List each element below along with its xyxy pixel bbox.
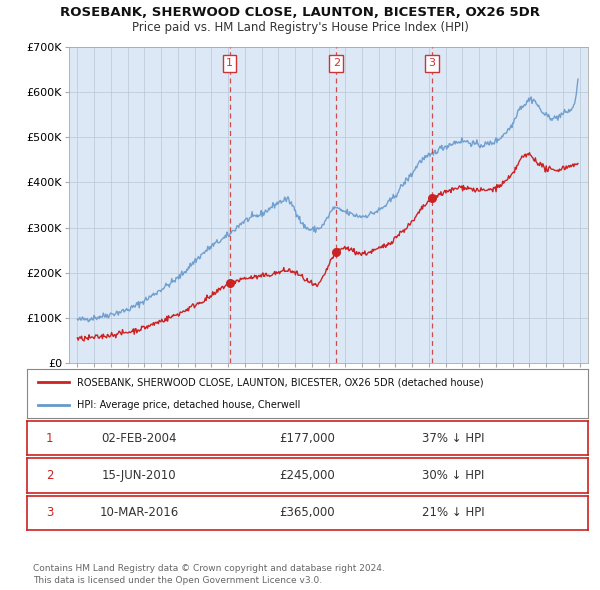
Text: £365,000: £365,000 — [280, 506, 335, 519]
Text: This data is licensed under the Open Government Licence v3.0.: This data is licensed under the Open Gov… — [33, 576, 322, 585]
Text: ROSEBANK, SHERWOOD CLOSE, LAUNTON, BICESTER, OX26 5DR (detached house): ROSEBANK, SHERWOOD CLOSE, LAUNTON, BICES… — [77, 378, 484, 388]
Text: 1: 1 — [46, 432, 53, 445]
Text: Contains HM Land Registry data © Crown copyright and database right 2024.: Contains HM Land Registry data © Crown c… — [33, 565, 385, 573]
Text: 21% ↓ HPI: 21% ↓ HPI — [422, 506, 485, 519]
Text: 30% ↓ HPI: 30% ↓ HPI — [422, 469, 485, 482]
Text: Price paid vs. HM Land Registry's House Price Index (HPI): Price paid vs. HM Land Registry's House … — [131, 21, 469, 34]
Text: 1: 1 — [226, 58, 233, 68]
Text: 2: 2 — [332, 58, 340, 68]
Text: 37% ↓ HPI: 37% ↓ HPI — [422, 432, 485, 445]
Text: £177,000: £177,000 — [280, 432, 335, 445]
Text: 3: 3 — [428, 58, 436, 68]
Text: 02-FEB-2004: 02-FEB-2004 — [101, 432, 177, 445]
Text: ROSEBANK, SHERWOOD CLOSE, LAUNTON, BICESTER, OX26 5DR: ROSEBANK, SHERWOOD CLOSE, LAUNTON, BICES… — [60, 6, 540, 19]
Text: 3: 3 — [46, 506, 53, 519]
Text: 2: 2 — [46, 469, 53, 482]
Text: HPI: Average price, detached house, Cherwell: HPI: Average price, detached house, Cher… — [77, 399, 301, 409]
Text: £245,000: £245,000 — [280, 469, 335, 482]
Text: 10-MAR-2016: 10-MAR-2016 — [100, 506, 179, 519]
Text: 15-JUN-2010: 15-JUN-2010 — [102, 469, 176, 482]
